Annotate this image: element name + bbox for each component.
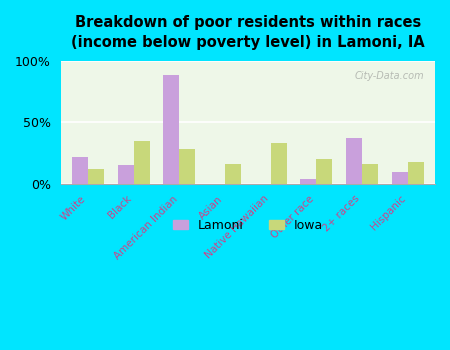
Bar <box>225 164 241 184</box>
Bar <box>179 149 195 184</box>
Bar <box>300 179 316 184</box>
Bar <box>408 162 423 184</box>
Title: Breakdown of poor residents within races
(income below poverty level) in Lamoni,: Breakdown of poor residents within races… <box>71 15 425 50</box>
Bar <box>270 143 287 184</box>
Bar <box>362 164 378 184</box>
Text: City-Data.com: City-Data.com <box>354 71 424 80</box>
Bar <box>392 172 408 184</box>
Bar <box>72 157 88 184</box>
Bar <box>316 159 332 184</box>
Bar <box>88 169 104 184</box>
Bar <box>134 141 150 184</box>
Legend: Lamoni, Iowa: Lamoni, Iowa <box>168 214 328 237</box>
Bar <box>117 166 134 184</box>
Bar <box>163 76 179 184</box>
Bar <box>346 138 362 184</box>
